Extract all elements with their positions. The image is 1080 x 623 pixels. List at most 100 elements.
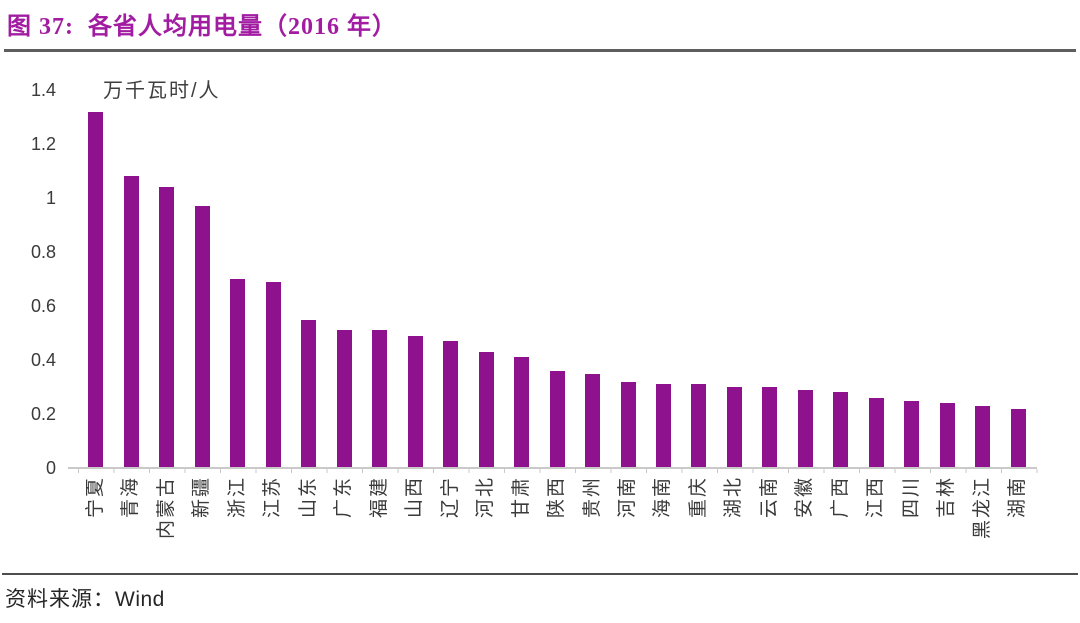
- bar-slot: [930, 90, 965, 468]
- bar-slot: [965, 90, 1000, 468]
- bar: [868, 397, 884, 468]
- x-axis-label: 陕西: [546, 476, 568, 519]
- x-axis-label: 黑龙江: [971, 476, 993, 540]
- bar: [443, 341, 459, 468]
- x-label-slot: 陕西: [539, 476, 574, 571]
- x-axis-label: 河南: [617, 476, 638, 519]
- x-label-slot: 青海: [113, 476, 148, 571]
- x-label-slot: 黑龙江: [965, 476, 1000, 571]
- bar-slot: [326, 90, 361, 468]
- source-line: 资料来源：Wind: [5, 583, 165, 613]
- plot-area: [78, 90, 1036, 468]
- bar-slot: [859, 90, 894, 468]
- x-axis-label: 安徽: [794, 476, 816, 519]
- bar: [372, 330, 388, 468]
- x-label-slot: 内蒙古: [149, 476, 184, 571]
- y-tick-label: 1.4: [30, 80, 56, 100]
- x-label-slot: 广东: [326, 476, 361, 571]
- bar: [159, 187, 175, 468]
- x-label-slot: 甘肃: [504, 476, 539, 571]
- bar-slot: [646, 90, 681, 468]
- x-label-slot: 山西: [397, 476, 432, 571]
- y-tick-label: 0.4: [30, 350, 56, 370]
- bar-slot: [575, 90, 610, 468]
- x-label-slot: 福建: [362, 476, 397, 571]
- bar: [514, 357, 530, 468]
- x-axis-ticks: [78, 468, 1038, 473]
- bar: [88, 111, 104, 468]
- x-label-slot: 云南: [752, 476, 787, 571]
- bar-slot: [681, 90, 716, 468]
- y-tick-label: 0.8: [30, 242, 56, 262]
- bar-slot: [362, 90, 397, 468]
- y-tick-label: 1: [45, 188, 56, 208]
- x-axis-label: 广西: [829, 476, 851, 519]
- bar-slot: [468, 90, 503, 468]
- bar-slot: [788, 90, 823, 468]
- bar-slot: [149, 90, 184, 468]
- x-axis-label: 山西: [404, 476, 426, 519]
- x-axis-label: 江苏: [262, 476, 284, 519]
- bar-slot: [78, 90, 113, 468]
- x-axis-label: 辽宁: [439, 476, 461, 519]
- bar-slot: [184, 90, 219, 468]
- bar: [478, 351, 494, 468]
- bar: [833, 392, 849, 468]
- bar-slot: [255, 90, 290, 468]
- x-label-slot: 吉林: [930, 476, 965, 571]
- bar-slot: [397, 90, 432, 468]
- x-axis-label: 吉林: [936, 476, 958, 519]
- bar-slot: [291, 90, 326, 468]
- bar: [655, 384, 671, 468]
- x-axis-label: 广东: [333, 476, 355, 519]
- bar: [691, 384, 707, 468]
- x-label-slot: 四川: [894, 476, 929, 571]
- x-axis-label: 山东: [297, 476, 319, 519]
- bar: [975, 405, 991, 468]
- x-label-slot: 浙江: [220, 476, 255, 571]
- x-label-slot: 河北: [468, 476, 503, 571]
- x-label-slot: 贵州: [575, 476, 610, 571]
- x-axis-label: 湖北: [723, 476, 745, 519]
- bar: [549, 370, 565, 468]
- bar-slot: [823, 90, 858, 468]
- bar: [230, 279, 246, 468]
- bar-slot: [752, 90, 787, 468]
- x-label-slot: 河南: [610, 476, 645, 571]
- x-axis-label: 宁夏: [84, 476, 106, 519]
- bar: [620, 381, 636, 468]
- x-label-slot: 海南: [646, 476, 681, 571]
- x-axis-label: 江西: [865, 476, 887, 519]
- x-axis-label: 内蒙古: [155, 476, 177, 540]
- bar: [904, 400, 920, 468]
- y-tick-label: 0: [45, 458, 56, 478]
- x-label-slot: 宁夏: [78, 476, 113, 571]
- bar-slot: [504, 90, 539, 468]
- bar: [194, 206, 210, 468]
- x-axis-label: 云南: [758, 476, 780, 519]
- x-axis-label: 青海: [120, 476, 142, 519]
- bar-slot: [717, 90, 752, 468]
- x-label-slot: 重庆: [681, 476, 716, 571]
- y-axis: 0 0.2 0.4 0.6 0.8 1 1.2 1.4: [0, 80, 56, 478]
- x-label-slot: 江西: [859, 476, 894, 571]
- x-axis-label: 海南: [652, 476, 674, 519]
- x-label-slot: 新疆: [184, 476, 219, 571]
- bar-slot: [220, 90, 255, 468]
- figure-title: 图 37: 各省人均用电量（2016 年）: [7, 14, 397, 40]
- bar: [797, 389, 813, 468]
- x-label-slot: 广西: [823, 476, 858, 571]
- x-label-slot: 山东: [291, 476, 326, 571]
- x-label-slot: 湖北: [717, 476, 752, 571]
- x-axis-label: 重庆: [687, 476, 709, 519]
- bar-slot: [113, 90, 148, 468]
- y-tick-label: 0.2: [30, 404, 56, 424]
- bar: [301, 319, 317, 468]
- bar: [726, 387, 742, 468]
- y-tick-label: 1.2: [30, 134, 56, 154]
- bar: [265, 281, 281, 468]
- x-label-slot: 江苏: [255, 476, 290, 571]
- bar: [123, 176, 139, 468]
- x-axis-label: 甘肃: [510, 476, 532, 519]
